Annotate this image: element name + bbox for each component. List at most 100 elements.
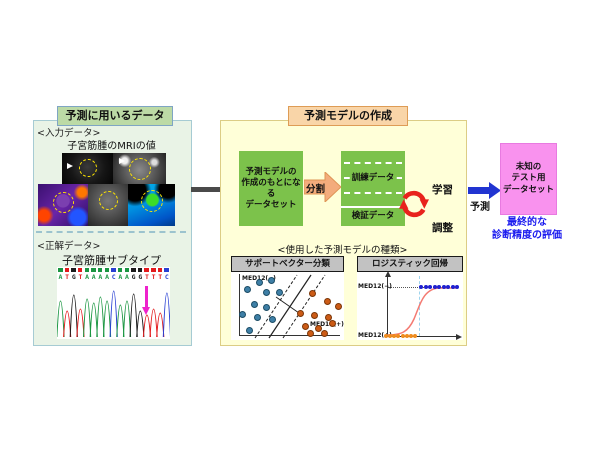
y-axis xyxy=(387,276,388,337)
data-point xyxy=(296,309,304,317)
data-point xyxy=(392,334,396,338)
data-point xyxy=(428,285,432,289)
roi-circle xyxy=(79,159,97,177)
data-point xyxy=(419,285,423,289)
chromatogram-peaks xyxy=(57,290,170,338)
data-point xyxy=(432,285,437,289)
split-label: 分割 xyxy=(306,184,326,195)
data-point xyxy=(320,329,328,337)
mri-image-t2dark xyxy=(62,153,113,184)
answer-data-label: <正解データ> xyxy=(37,241,101,252)
fold-divider xyxy=(344,162,402,164)
left-panel-title: 予測に用いるデータ xyxy=(57,106,173,126)
svm-chart-title: サポートベクター分類 xyxy=(231,256,344,272)
input-data-label: <入力データ> xyxy=(37,128,101,139)
data-point xyxy=(238,310,246,318)
data-point xyxy=(301,322,309,330)
data-point xyxy=(413,334,417,338)
svm-separator-lines xyxy=(254,274,326,339)
x-axis-arrow xyxy=(456,333,462,340)
data-point xyxy=(396,334,400,338)
pointer-arrow-icon xyxy=(67,163,73,169)
mri-caption: 子宮筋腫のMRIの値 xyxy=(67,141,156,152)
data-point xyxy=(446,285,450,289)
base-letter: A xyxy=(58,273,63,281)
data-point xyxy=(262,288,270,296)
dataset-box: 予測モデルの 作成のもとになる データセット xyxy=(239,151,303,226)
svm-pos-label: MED12(+) xyxy=(310,321,344,328)
base-letter: C xyxy=(164,273,169,281)
logistic-neg-label: MED12(−) xyxy=(358,283,392,290)
roi-circle xyxy=(99,191,118,210)
base-letter: A xyxy=(118,273,123,281)
x-axis xyxy=(239,335,340,336)
base-square xyxy=(157,268,163,272)
logistic-plot-area: MED12(−) MED12(+) xyxy=(357,271,463,340)
base-square xyxy=(58,268,63,272)
logistic-chart-title: ロジスティック回帰 xyxy=(357,256,463,272)
tune-label: 調整 xyxy=(432,222,453,234)
base-letter: T xyxy=(151,273,156,281)
test-box-line: 未知の xyxy=(515,161,542,172)
data-point xyxy=(388,334,392,338)
base-letter: G xyxy=(71,273,76,281)
data-point xyxy=(275,288,283,296)
data-point xyxy=(243,285,251,293)
test-dataset-box: 未知の テスト用 データセット xyxy=(500,143,557,215)
data-point xyxy=(455,285,459,289)
base-letter: T xyxy=(144,273,149,281)
logistic-chart: ロジスティック回帰 MED12(−) MED12(+) xyxy=(357,256,463,340)
models-caption: <使用した予測モデルの種類> xyxy=(277,245,408,256)
base-square xyxy=(104,268,110,272)
base-square xyxy=(91,268,96,272)
base-square xyxy=(137,268,143,272)
base-letter: T xyxy=(158,273,163,281)
base-letter: C xyxy=(111,273,116,281)
test-box-line: データセット xyxy=(502,184,554,195)
test-box-line: テスト用 xyxy=(511,173,546,184)
base-letter: A xyxy=(85,273,90,281)
answer-caption: 子宮筋腫サブタイプ xyxy=(62,254,161,267)
mri-image-heatmap-purple xyxy=(38,184,88,226)
base-letter: A xyxy=(125,273,129,281)
data-point xyxy=(441,285,446,289)
data-point xyxy=(423,285,428,289)
data-point xyxy=(450,285,455,289)
data-point xyxy=(310,311,318,319)
data-point xyxy=(384,334,388,338)
svm-plot-area: MED12(−) MED12(+) xyxy=(231,272,344,340)
middle-panel-title: 予測モデルの作成 xyxy=(288,106,408,126)
validation-divider xyxy=(341,206,405,208)
mutation-arrow-icon xyxy=(142,286,151,316)
roi-circle xyxy=(53,192,74,213)
base-square xyxy=(111,268,116,272)
base-letter: A xyxy=(98,273,103,281)
data-point xyxy=(268,315,276,323)
base-letter: G xyxy=(138,273,143,281)
data-point xyxy=(409,334,413,338)
base-letter: G xyxy=(131,273,136,281)
data-point xyxy=(400,334,405,338)
base-square xyxy=(124,268,129,272)
data-point xyxy=(250,300,258,308)
base-square xyxy=(117,268,123,272)
data-point xyxy=(255,278,263,286)
split-arrow-icon xyxy=(304,172,341,202)
base-square xyxy=(151,268,156,272)
mri-image-t2bright xyxy=(113,153,166,184)
base-square xyxy=(144,268,149,272)
mri-image-gray xyxy=(88,184,128,226)
base-square xyxy=(77,268,83,272)
data-point xyxy=(308,289,316,297)
final-evaluation-text: 最終的な 診断精度の評価 xyxy=(482,217,572,242)
data-point xyxy=(306,329,314,337)
fold-divider xyxy=(344,192,402,194)
svm-chart: サポートベクター分類 MED12(−) MED12(+) xyxy=(231,256,344,340)
result-line: 診断精度の評価 xyxy=(492,229,562,241)
base-letter: T xyxy=(78,273,83,281)
roi-circle xyxy=(141,190,163,212)
learn-label: 学習 xyxy=(432,184,453,196)
dashed-divider xyxy=(36,231,186,233)
